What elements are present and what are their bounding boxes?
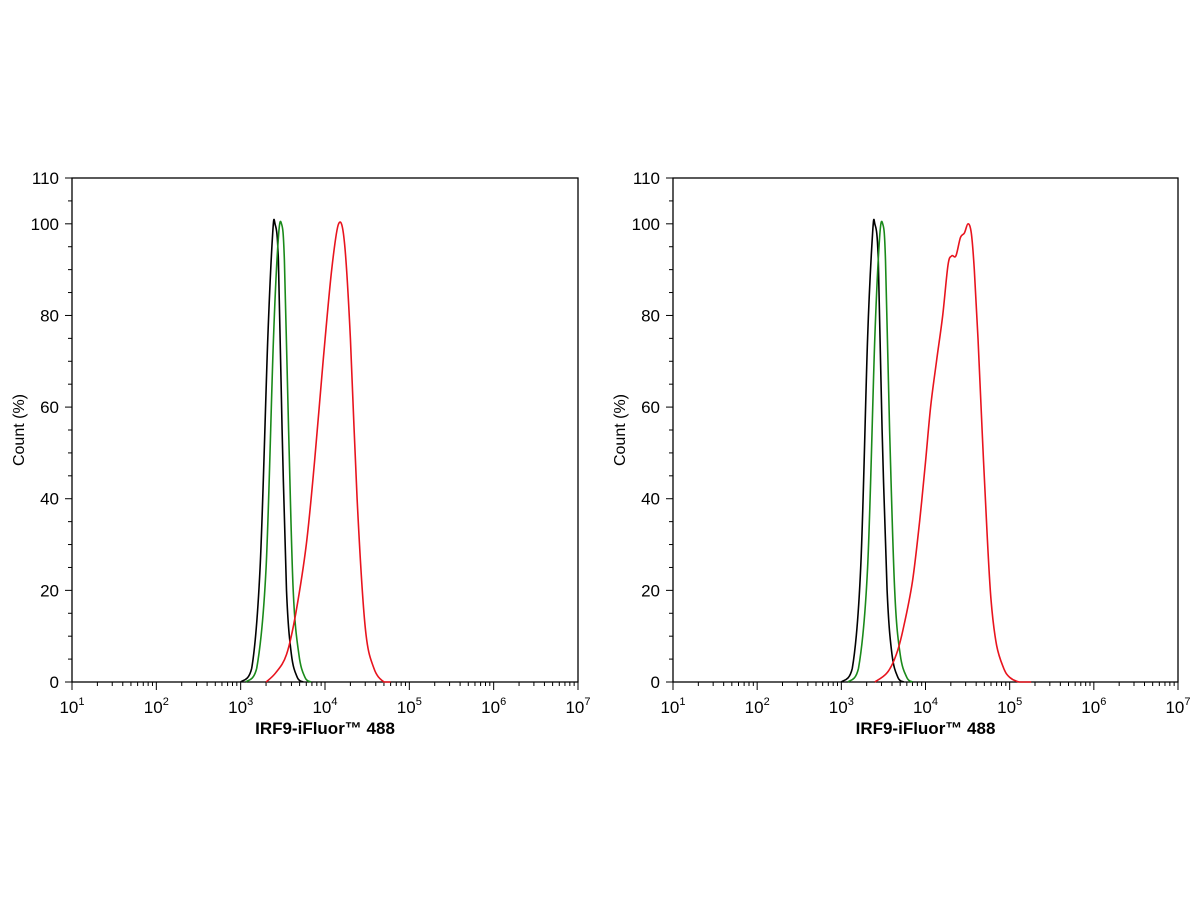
y-tick-label: 80 xyxy=(641,306,660,325)
plot-frame xyxy=(71,177,579,683)
x-tick-exponent: 7 xyxy=(1184,696,1190,708)
x-tick-label: 104 xyxy=(913,696,938,717)
histogram-series-2 xyxy=(245,220,312,683)
y-tick-label: 0 xyxy=(651,673,660,692)
x-tick-base: 10 xyxy=(144,698,163,717)
x-axis-label: IRF9-iFluor™ 488 xyxy=(255,719,395,738)
x-tick-exponent: 5 xyxy=(416,696,422,708)
x-tick-base: 10 xyxy=(59,698,78,717)
histogram-series-1 xyxy=(840,218,905,683)
x-tick-base: 10 xyxy=(565,698,584,717)
x-tick-label: 105 xyxy=(997,696,1022,717)
x-tick-base: 10 xyxy=(228,698,247,717)
y-axis-label: Count (%) xyxy=(612,394,629,466)
x-tick-exponent: 1 xyxy=(679,696,685,708)
x-tick-label: 101 xyxy=(660,696,685,717)
y-tick-label: 40 xyxy=(641,490,660,509)
histogram-series-3 xyxy=(874,223,1032,683)
x-tick-base: 10 xyxy=(397,698,416,717)
x-tick-exponent: 2 xyxy=(764,696,770,708)
x-tick-label: 107 xyxy=(565,696,590,717)
x-tick-label: 103 xyxy=(228,696,253,717)
histogram-series-1 xyxy=(240,218,304,683)
x-axis-label: IRF9-iFluor™ 488 xyxy=(856,719,996,738)
histogram-series-3 xyxy=(265,221,391,683)
y-tick-label: 110 xyxy=(633,169,660,188)
x-tick-label: 107 xyxy=(1165,696,1190,717)
y-tick-label: 20 xyxy=(40,581,59,600)
y-tick-label: 100 xyxy=(632,215,660,234)
x-tick-label: 101 xyxy=(59,696,84,717)
y-axis-label: Count (%) xyxy=(11,394,28,466)
x-tick-exponent: 3 xyxy=(247,696,253,708)
x-tick-label: 106 xyxy=(481,696,506,717)
x-tick-base: 10 xyxy=(913,698,932,717)
x-tick-exponent: 2 xyxy=(163,696,169,708)
x-tick-base: 10 xyxy=(481,698,500,717)
x-tick-label: 102 xyxy=(144,696,169,717)
x-tick-label: 105 xyxy=(397,696,422,717)
x-tick-base: 10 xyxy=(1165,698,1184,717)
x-tick-exponent: 1 xyxy=(78,696,84,708)
x-tick-exponent: 6 xyxy=(500,696,506,708)
x-tick-label: 106 xyxy=(1081,696,1106,717)
x-tick-label: 103 xyxy=(829,696,854,717)
x-tick-exponent: 4 xyxy=(932,696,938,708)
y-tick-label: 0 xyxy=(50,673,59,692)
plot-frame xyxy=(672,177,1179,683)
x-tick-base: 10 xyxy=(745,698,764,717)
x-tick-exponent: 6 xyxy=(1100,696,1106,708)
x-tick-label: 102 xyxy=(745,696,770,717)
x-tick-exponent: 5 xyxy=(1016,696,1022,708)
y-tick-label: 60 xyxy=(40,398,59,417)
y-tick-label: 60 xyxy=(641,398,660,417)
y-tick-label: 80 xyxy=(40,306,59,325)
y-tick-label: 100 xyxy=(31,215,59,234)
x-tick-base: 10 xyxy=(829,698,848,717)
y-tick-label: 20 xyxy=(641,581,660,600)
x-tick-base: 10 xyxy=(997,698,1016,717)
y-tick-label: 40 xyxy=(40,490,59,509)
x-tick-exponent: 3 xyxy=(848,696,854,708)
x-tick-base: 10 xyxy=(660,698,679,717)
x-tick-exponent: 7 xyxy=(584,696,590,708)
x-tick-exponent: 4 xyxy=(331,696,337,708)
x-tick-base: 10 xyxy=(1081,698,1100,717)
x-tick-label: 104 xyxy=(312,696,337,717)
y-tick-label: 110 xyxy=(32,169,59,188)
x-tick-base: 10 xyxy=(312,698,331,717)
